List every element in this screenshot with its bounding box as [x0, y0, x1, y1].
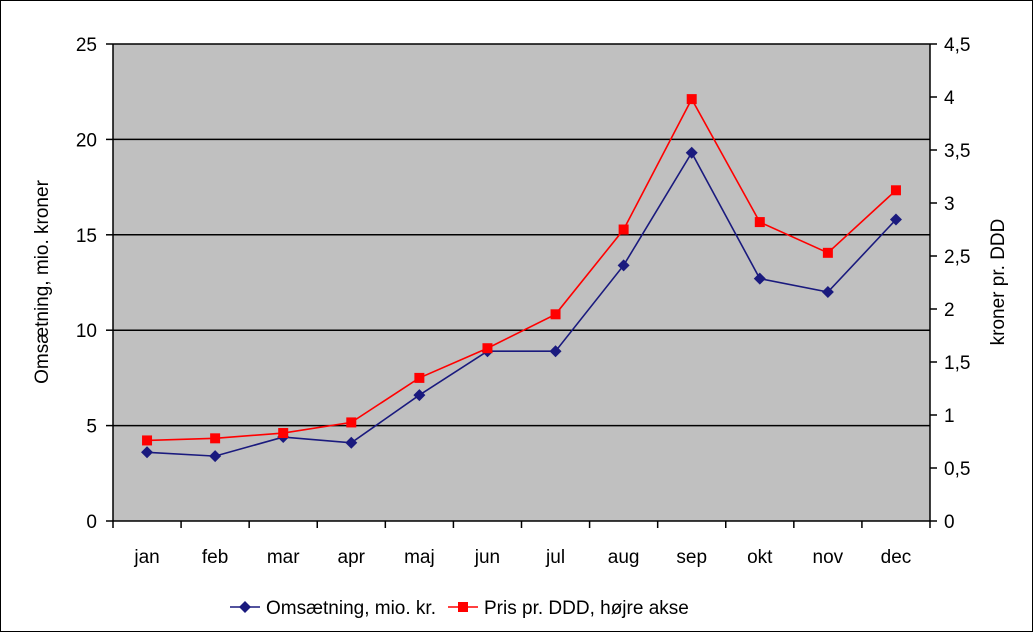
data-point — [617, 259, 630, 272]
data-point — [210, 433, 221, 444]
x-tick-label: dec — [881, 547, 912, 568]
y2-tick-label: 4,5 — [944, 35, 970, 56]
data-point — [549, 345, 562, 358]
data-point — [822, 247, 833, 258]
x-tick-label: sep — [676, 547, 707, 568]
legend-label: Omsætning, mio. kr. — [266, 598, 436, 619]
y-tick-label: 15 — [76, 226, 97, 247]
y2-tick-label: 1 — [944, 406, 955, 427]
data-point — [618, 224, 629, 235]
series-line — [147, 97, 897, 442]
legend-label: Pris pr. DDD, højre akse — [484, 598, 689, 619]
x-tick-label: jun — [474, 547, 500, 568]
y-tick-label: 25 — [76, 35, 97, 56]
legend: Omsætning, mio. kr. Pris pr. DDD, højre a… — [230, 598, 689, 619]
data-point — [821, 286, 834, 299]
data-point — [142, 435, 153, 446]
data-point — [458, 602, 468, 612]
series-2 — [142, 94, 901, 446]
y-axis-title: Omsætning, mio. kroner — [32, 179, 53, 383]
axes-layer: 0 5 10 15 20 25 0 0,5 1 1,5 2 2,5 3 3,5 4 4,5 jan feb mar a… — [76, 35, 971, 568]
data-point — [890, 185, 901, 196]
y2-tick-label: 0 — [944, 512, 955, 533]
y2-tick-label: 2,5 — [944, 247, 970, 268]
data-point — [889, 213, 902, 226]
data-point — [482, 343, 493, 354]
x-tick-label: maj — [404, 547, 435, 568]
legend-item: Omsætning, mio. kr. — [230, 598, 436, 619]
data-point — [685, 146, 698, 159]
data-point — [550, 309, 561, 320]
plot-area — [112, 43, 931, 522]
y2-tick-label: 3,5 — [944, 141, 970, 162]
data-point — [141, 446, 154, 459]
y2-axis-title: kroner pr. DDD — [988, 219, 1009, 346]
y2-tick-label: 3 — [944, 194, 955, 215]
x-tick-label: aug — [608, 547, 640, 568]
y-tick-label: 20 — [76, 130, 97, 151]
data-point — [278, 428, 289, 439]
data-point — [413, 389, 426, 402]
series-layer — [141, 94, 902, 463]
legend-item: Pris pr. DDD, højre akse — [448, 598, 689, 619]
y2-tick-label: 0,5 — [944, 459, 970, 480]
data-point — [345, 436, 358, 449]
series-line — [146, 151, 897, 457]
x-tick-label: mar — [267, 547, 300, 568]
data-point — [209, 450, 222, 463]
x-tick-label: jan — [133, 547, 159, 568]
y-tick-label: 10 — [76, 321, 97, 342]
y2-tick-label: 1,5 — [944, 353, 970, 374]
y-tick-label: 0 — [86, 512, 97, 533]
x-tick-label: apr — [338, 547, 366, 568]
y2-tick-label: 4 — [944, 88, 955, 109]
data-point — [753, 272, 766, 285]
data-point — [414, 372, 425, 383]
x-tick-label: jul — [545, 547, 565, 568]
x-tick-label: okt — [747, 547, 773, 568]
x-tick-label: nov — [813, 547, 844, 568]
data-point — [754, 217, 765, 228]
x-tick-label: feb — [202, 547, 228, 568]
y-tick-label: 5 — [86, 417, 97, 438]
data-point — [686, 94, 697, 105]
y2-tick-label: 2 — [944, 300, 955, 321]
data-point — [346, 417, 357, 428]
plot-background — [112, 43, 931, 522]
data-point — [239, 601, 251, 613]
